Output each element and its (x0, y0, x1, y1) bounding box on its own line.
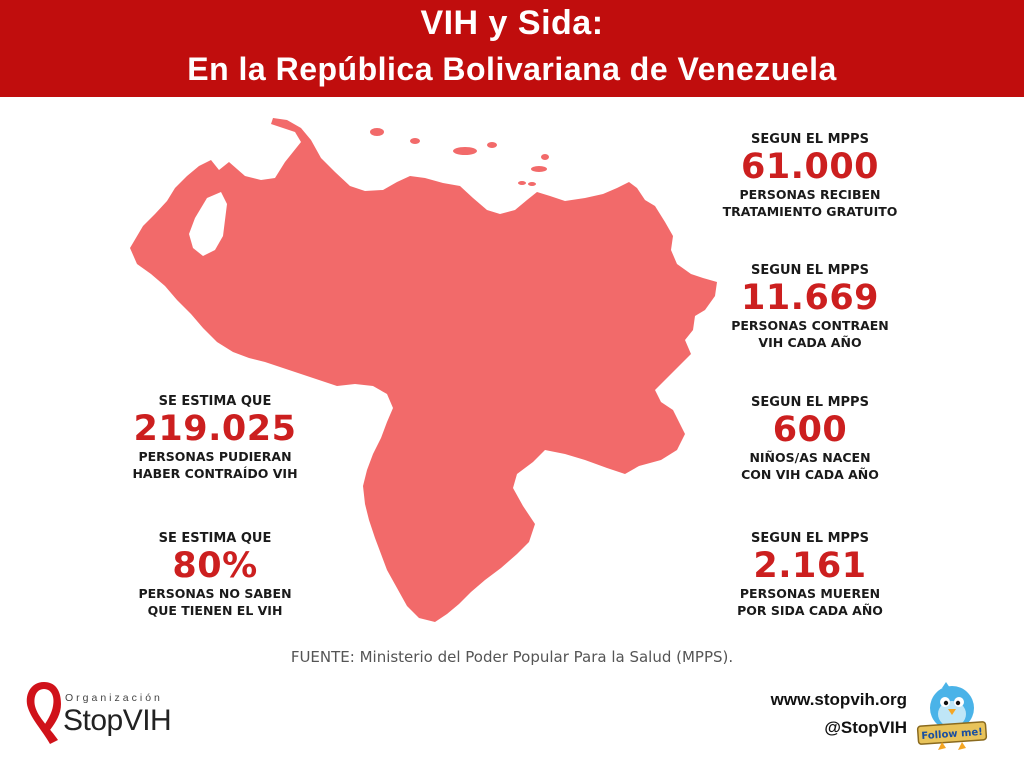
stat-number: 600 (772, 410, 848, 450)
stat-number: 11.669 (740, 278, 880, 318)
stat-description: PERSONAS PUDIERAN (138, 449, 292, 464)
page-subtitle: En la República Bolivariana de Venezuela (187, 51, 837, 87)
stat-description: CON VIH CADA AÑO (741, 467, 879, 482)
stat-description: NIÑOS/AS NACEN (749, 450, 871, 465)
island-shape (541, 154, 549, 160)
stat-source-label: SE ESTIMA QUE (158, 394, 272, 409)
island-shape (528, 182, 536, 186)
island-shape (487, 142, 497, 148)
red-ribbon-icon (26, 682, 61, 744)
stat-description: VIH CADA AÑO (758, 335, 862, 350)
stat-description: PERSONAS MUEREN (739, 586, 881, 601)
stat-source-label: SEGUN EL MPPS (751, 395, 869, 410)
page-title: VIH y Sida: (420, 4, 604, 42)
stopvih-logo: Organización StopVIH (22, 678, 222, 748)
title-banner: VIH y Sida: En la República Bolivariana … (0, 0, 1024, 97)
stat-source-label: SE ESTIMA QUE (158, 531, 272, 546)
venezuela-map-icon (130, 118, 717, 622)
stat-description: HABER CONTRAÍDO VIH (132, 466, 298, 481)
contact-info: www.stopvih.org @StopVIH (771, 686, 907, 742)
stat-description: QUE TIENEN EL VIH (147, 603, 283, 618)
stat-new-infections: SEGUN EL MPPS 11.669 PERSONAS CONTRAEN V… (705, 263, 915, 351)
island-shape (453, 147, 477, 155)
logo-name: StopVIH (63, 704, 172, 737)
stat-number: 61.000 (740, 147, 880, 187)
stat-source-label: SEGUN EL MPPS (751, 531, 869, 546)
stat-estimated: SE ESTIMA QUE 219.025 PERSONAS PUDIERAN … (110, 394, 320, 482)
stat-unaware: SE ESTIMA QUE 80% PERSONAS NO SABEN QUE … (110, 531, 320, 619)
mainland-shape (130, 118, 717, 622)
island-shape (410, 138, 420, 144)
follow-badge-text: Follow me! (921, 727, 983, 742)
source-note: FUENTE: Ministerio del Poder Popular Par… (290, 648, 734, 666)
stat-treatment: SEGUN EL MPPS 61.000 PERSONAS RECIBEN TR… (705, 132, 915, 220)
stat-children: SEGUN EL MPPS 600 NIÑOS/AS NACEN CON VIH… (705, 395, 915, 483)
stat-description: PERSONAS NO SABEN (138, 586, 292, 601)
stat-deaths: SEGUN EL MPPS 2.161 PERSONAS MUEREN POR … (705, 531, 915, 619)
logo-org-label: Organización (65, 692, 163, 704)
stat-source-label: SEGUN EL MPPS (751, 263, 869, 278)
island-shape (531, 166, 547, 172)
stat-number: 2.161 (753, 546, 867, 586)
website-link[interactable]: www.stopvih.org (770, 690, 907, 709)
stat-description: PERSONAS RECIBEN (739, 187, 881, 202)
stat-number: 219.025 (133, 409, 297, 449)
island-shape (518, 181, 526, 185)
stat-source-label: SEGUN EL MPPS (751, 132, 869, 147)
island-shape (370, 128, 384, 136)
stat-description: TRATAMIENTO GRATUITO (722, 204, 898, 219)
lake-maracaibo (189, 192, 227, 256)
twitter-handle[interactable]: @StopVIH (824, 718, 907, 737)
stat-number: 80% (172, 546, 258, 586)
stat-description: PERSONAS CONTRAEN (731, 318, 889, 333)
twitter-bird-icon[interactable]: Follow me! (916, 680, 988, 752)
stat-description: POR SIDA CADA AÑO (737, 603, 883, 618)
